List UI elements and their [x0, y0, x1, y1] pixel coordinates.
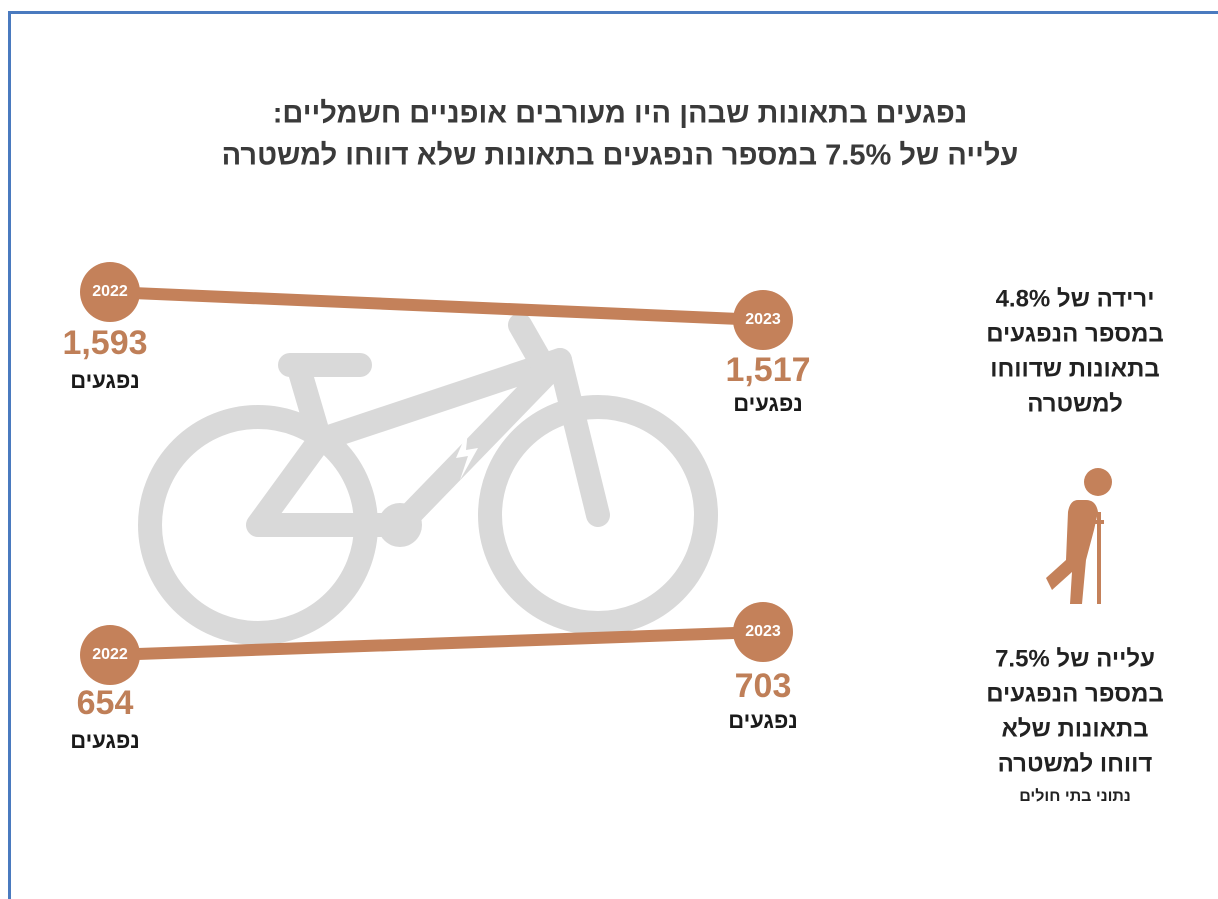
unit-label: נפגעים — [728, 708, 798, 733]
value-label: 703 — [735, 667, 792, 705]
note-line: בתאונות שלא — [1001, 715, 1148, 742]
value-label: 1,517 — [725, 351, 810, 389]
title-line: עלייה של 7.5% במספר הנפגעים בתאונות שלא … — [222, 140, 1019, 172]
year-label: 2023 — [745, 311, 781, 328]
value-label: 1,593 — [62, 324, 147, 362]
body: נפגעים בתאונות שבהן היו מעורבים אופניים … — [0, 0, 1218, 899]
infographic: נפגעים בתאונות שבהן היו מעורבים אופניים … — [0, 0, 1218, 899]
note-line: דווחו למשטרה — [998, 750, 1153, 777]
title-line: נפגעים בתאונות שבהן היו מעורבים אופניים … — [273, 98, 968, 130]
note-line: במספר הנפגעים — [986, 320, 1164, 347]
note-line: בתאונות שדווחו — [990, 355, 1160, 382]
unit-label: נפגעים — [70, 728, 140, 753]
note-line: ירידה של 4.8% — [996, 285, 1155, 312]
source-note: נתוני בתי חולים — [1019, 787, 1131, 805]
page: infographic {"title": {"lines": ["נפגעים… — [0, 0, 1218, 899]
bike-motor — [378, 503, 422, 547]
year-label: 2023 — [745, 623, 781, 640]
unit-label: נפגעים — [733, 391, 803, 416]
note-line: במספר הנפגעים — [986, 680, 1164, 707]
note-line: למשטרה — [1027, 390, 1123, 417]
value-label: 654 — [77, 684, 134, 722]
unit-label: נפגעים — [70, 368, 140, 393]
year-label: 2022 — [92, 283, 128, 300]
year-label: 2022 — [92, 646, 128, 663]
note-line: עלייה של 7.5% — [995, 645, 1155, 672]
